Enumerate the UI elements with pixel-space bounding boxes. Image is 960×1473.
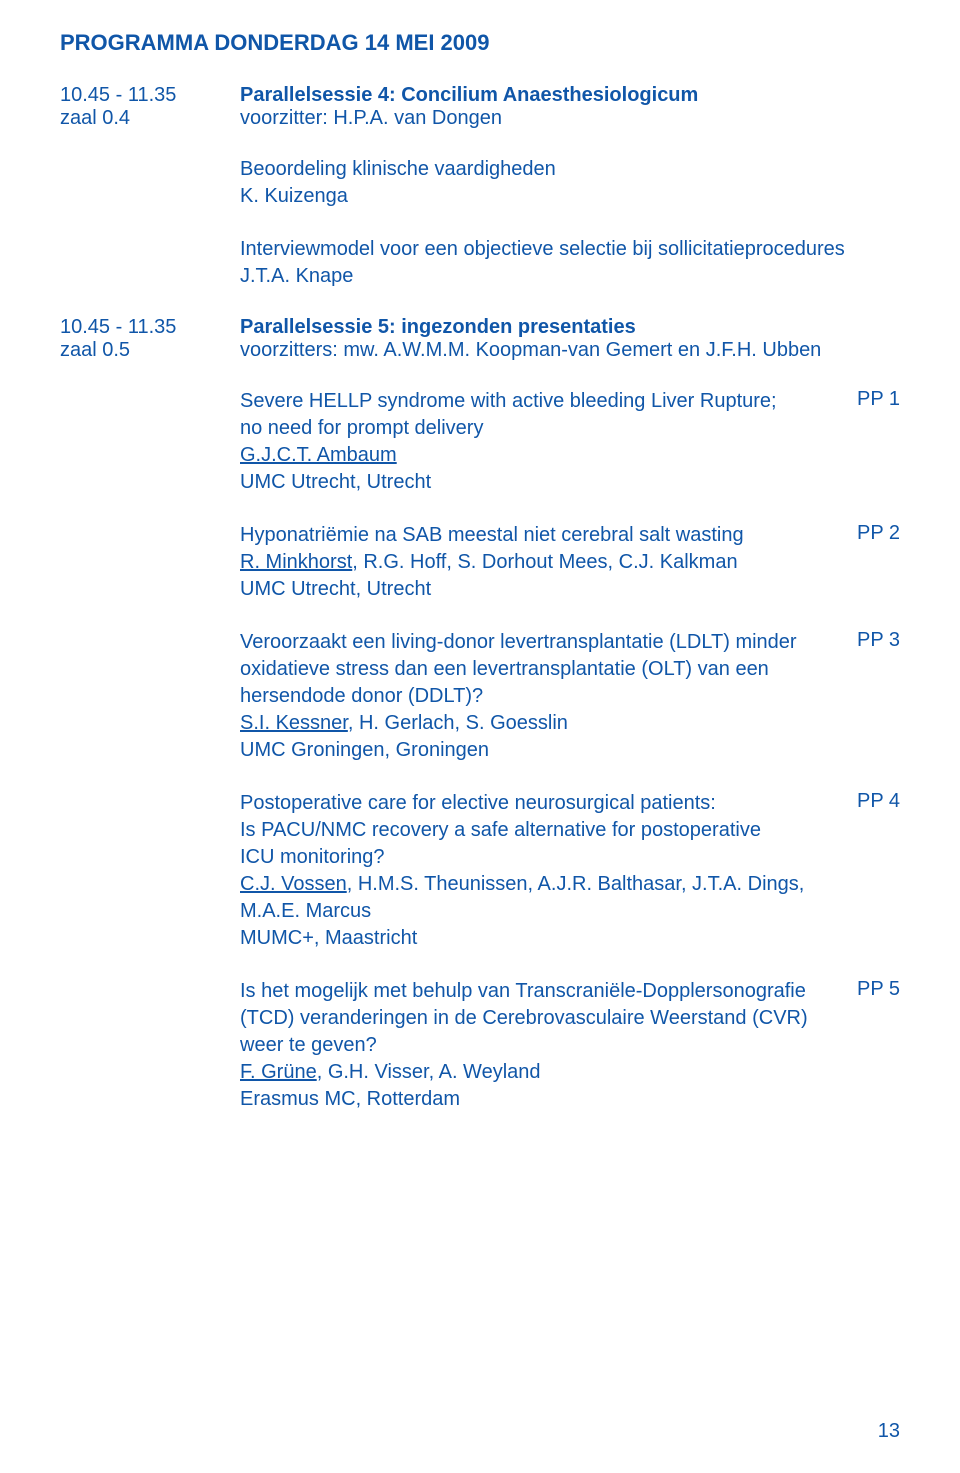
session1-right: Parallelsessie 4: Concilium Anaesthesiol… — [240, 84, 900, 130]
pres5-line1: Is het mogelijk met behulp van Transcran… — [240, 978, 830, 1005]
session-block-2: 10.45 - 11.35 zaal 0.5 Parallelsessie 5:… — [60, 316, 900, 362]
pres5-authors: F. Grüne, G.H. Visser, A. Weyland — [240, 1059, 830, 1086]
pres3-code: PP 3 — [830, 629, 900, 764]
pres2-author-rest: , R.G. Hoff, S. Dorhout Mees, C.J. Kalkm… — [352, 551, 737, 573]
session2-room: zaal 0.5 — [60, 339, 240, 362]
pres4-main: Postoperative care for elective neurosur… — [240, 790, 830, 952]
pres4-line1: Postoperative care for elective neurosur… — [240, 790, 830, 817]
pres5-code: PP 5 — [830, 978, 900, 1113]
pres1-line1: Severe HELLP syndrome with active bleedi… — [240, 388, 830, 415]
session2-title: Parallelsessie 5: ingezonden presentatie… — [240, 316, 900, 339]
pres3-affil: UMC Groningen, Groningen — [240, 737, 830, 764]
pres2-code: PP 2 — [830, 522, 900, 603]
pres3-author-underline: S.I. Kessner — [240, 712, 348, 734]
pres2-line1: Hyponatriëmie na SAB meestal niet cerebr… — [240, 522, 830, 549]
pres3-line1: Veroorzaakt een living-donor levertransp… — [240, 629, 830, 656]
presentation-3: Veroorzaakt een living-donor levertransp… — [240, 629, 900, 764]
pres2-authors: R. Minkhorst, R.G. Hoff, S. Dorhout Mees… — [240, 549, 830, 576]
page-number: 13 — [878, 1420, 900, 1443]
pres4-line3: ICU monitoring? — [240, 844, 830, 871]
sub2-title: Interviewmodel voor een objectieve selec… — [240, 236, 900, 263]
pres4-author-underline: C.J. Vossen — [240, 873, 347, 895]
pres5-main: Is het mogelijk met behulp van Transcran… — [240, 978, 830, 1113]
presentation-4: Postoperative care for elective neurosur… — [240, 790, 900, 952]
sub1-title: Beoordeling klinische vaardigheden — [240, 156, 900, 183]
pres3-line3: hersendode donor (DDLT)? — [240, 683, 830, 710]
session1-chair: voorzitter: H.P.A. van Dongen — [240, 107, 900, 130]
session1-left: 10.45 - 11.35 zaal 0.4 — [60, 84, 240, 130]
pres4-author-rest: , H.M.S. Theunissen, A.J.R. Balthasar, J… — [347, 873, 805, 895]
pres1-line2: no need for prompt delivery — [240, 415, 830, 442]
pres4-code: PP 4 — [830, 790, 900, 952]
pres2-author-underline: R. Minkhorst — [240, 551, 352, 573]
session2-time: 10.45 - 11.35 — [60, 316, 240, 339]
pres1-author: G.J.C.T. Ambaum — [240, 442, 830, 469]
session1-time: 10.45 - 11.35 — [60, 84, 240, 107]
presentation-2: Hyponatriëmie na SAB meestal niet cerebr… — [240, 522, 900, 603]
pres4-authors-line2: M.A.E. Marcus — [240, 898, 830, 925]
pres4-authors: C.J. Vossen, H.M.S. Theunissen, A.J.R. B… — [240, 871, 830, 898]
sub2-author: J.T.A. Knape — [240, 263, 900, 290]
pres1-code: PP 1 — [830, 388, 900, 496]
pres5-affil: Erasmus MC, Rotterdam — [240, 1086, 830, 1113]
sub-block-1: Beoordeling klinische vaardigheden K. Ku… — [240, 156, 900, 210]
pres1-affil: UMC Utrecht, Utrecht — [240, 469, 830, 496]
sub-block-2: Interviewmodel voor een objectieve selec… — [240, 236, 900, 290]
pres2-main: Hyponatriëmie na SAB meestal niet cerebr… — [240, 522, 830, 603]
session-block-1: 10.45 - 11.35 zaal 0.4 Parallelsessie 4:… — [60, 84, 900, 130]
presentation-1: Severe HELLP syndrome with active bleedi… — [240, 388, 900, 496]
pres3-authors: S.I. Kessner, H. Gerlach, S. Goesslin — [240, 710, 830, 737]
pres5-line3: weer te geven? — [240, 1032, 830, 1059]
presentation-5: Is het mogelijk met behulp van Transcran… — [240, 978, 900, 1113]
pres3-line2: oxidatieve stress dan een levertransplan… — [240, 656, 830, 683]
session1-title: Parallelsessie 4: Concilium Anaesthesiol… — [240, 84, 900, 107]
session2-left: 10.45 - 11.35 zaal 0.5 — [60, 316, 240, 362]
pres4-line2: Is PACU/NMC recovery a safe alternative … — [240, 817, 830, 844]
pres4-affil: MUMC+, Maastricht — [240, 925, 830, 952]
pres3-author-rest: , H. Gerlach, S. Goesslin — [348, 712, 568, 734]
pres2-affil: UMC Utrecht, Utrecht — [240, 576, 830, 603]
session2-right: Parallelsessie 5: ingezonden presentatie… — [240, 316, 900, 362]
session2-chair: voorzitters: mw. A.W.M.M. Koopman-van Ge… — [240, 339, 900, 362]
pres5-author-rest: , G.H. Visser, A. Weyland — [317, 1061, 541, 1083]
page-header: PROGRAMMA DONDERDAG 14 MEI 2009 — [60, 30, 900, 56]
sub1-author: K. Kuizenga — [240, 183, 900, 210]
session1-room: zaal 0.4 — [60, 107, 240, 130]
pres1-main: Severe HELLP syndrome with active bleedi… — [240, 388, 830, 496]
pres3-main: Veroorzaakt een living-donor levertransp… — [240, 629, 830, 764]
pres5-author-underline: F. Grüne — [240, 1061, 317, 1083]
pres5-line2: (TCD) veranderingen in de Cerebrovascula… — [240, 1005, 830, 1032]
